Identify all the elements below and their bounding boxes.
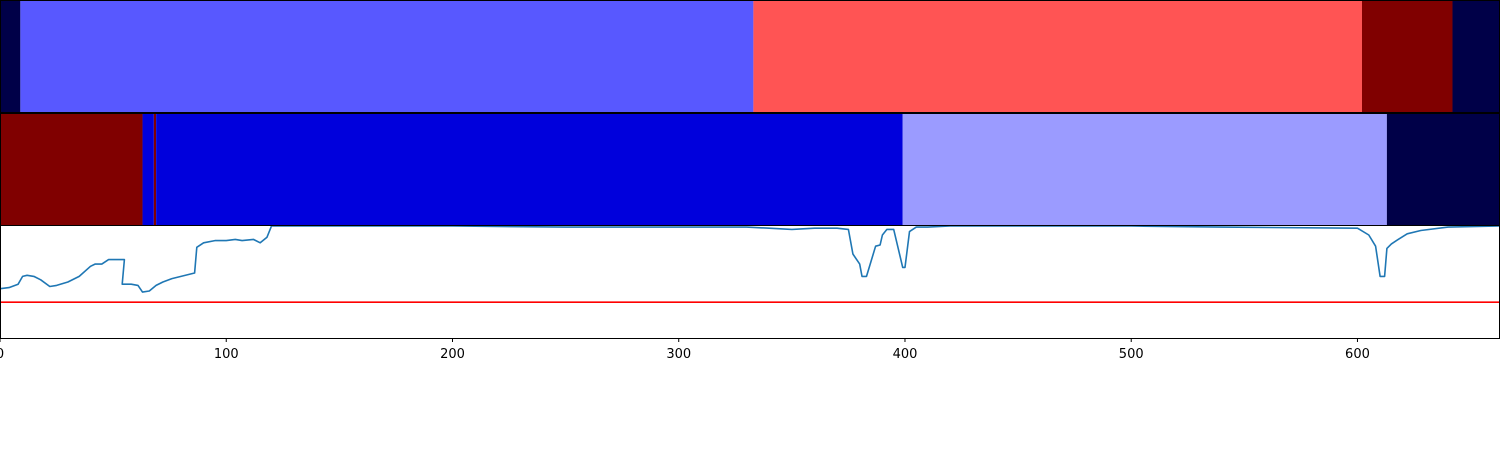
heatmap-1-segment-0	[0, 1, 21, 112]
x-tick-label-4: 400	[893, 347, 918, 362]
heatmap-1-segment-2	[753, 1, 1362, 112]
x-tick-label-1: 100	[214, 347, 239, 362]
heatmap-1-segment-4	[1452, 1, 1500, 112]
x-tick-label-3: 300	[666, 347, 691, 362]
x-tick-label-2: 200	[440, 347, 465, 362]
panel-frame-3	[0, 225, 1500, 339]
x-tick-label-5: 500	[1119, 347, 1144, 362]
heatmap-1-segment-1	[20, 1, 754, 112]
heatmap-2-segment-0	[0, 114, 143, 225]
series-line	[0, 226, 1500, 293]
heatmap-2-segment-4	[902, 114, 1387, 225]
x-axis: 0 100 200 300 400 500 600	[0, 338, 1370, 362]
heatmap-1-segment-3	[1361, 1, 1453, 112]
x-tick-label-0: 0	[0, 347, 4, 362]
heatmap-2-segment-2	[153, 114, 157, 225]
heatmap-2-segment-1	[142, 114, 154, 225]
heatmap-panel-2	[0, 114, 1500, 225]
x-tick-label-6: 600	[1345, 347, 1370, 362]
heatmap-2-segment-5	[1386, 114, 1500, 225]
heatmap-2-segment-3	[156, 114, 903, 225]
heatmap-panel-1	[0, 1, 1500, 112]
